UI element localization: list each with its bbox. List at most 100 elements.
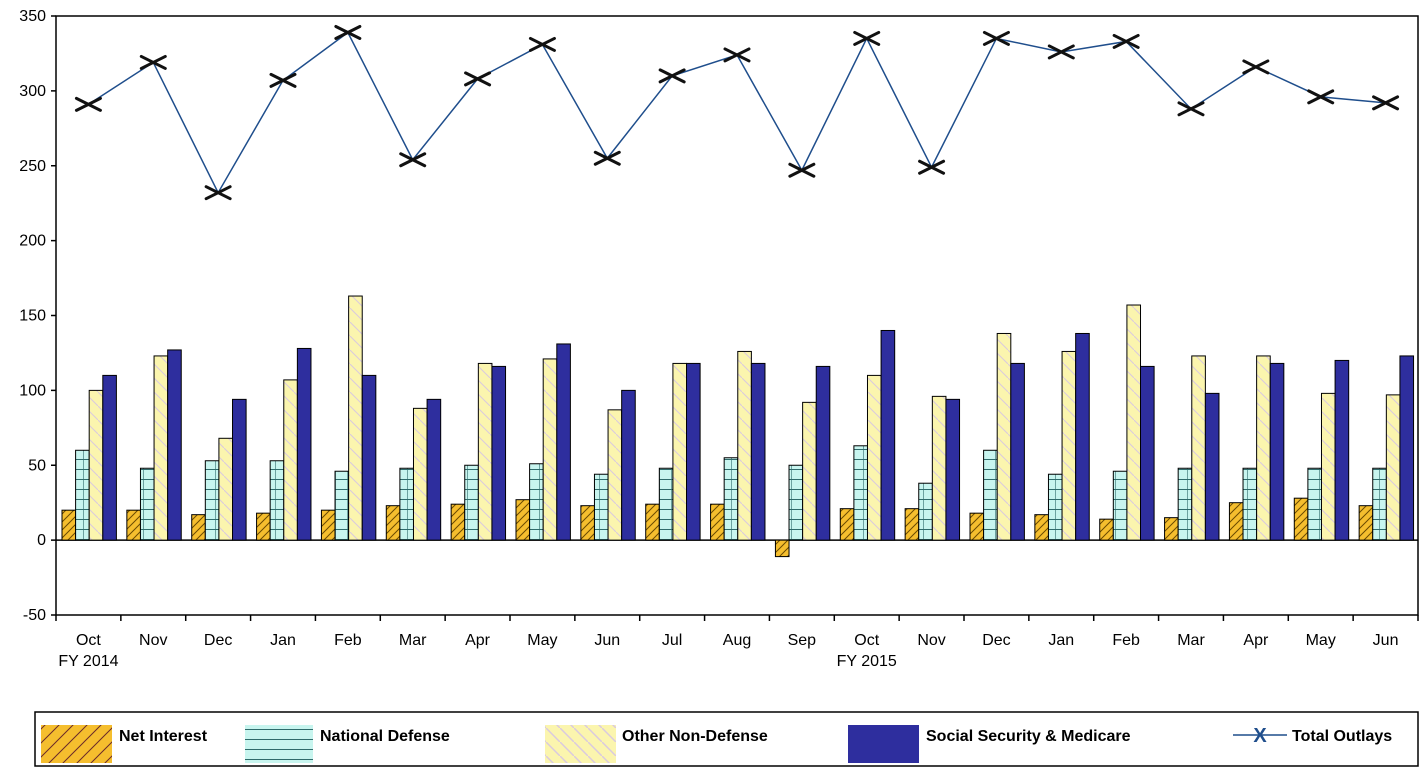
total-outlays-point — [139, 54, 167, 70]
bar-social-security-medicare — [556, 343, 571, 541]
total-outlays-point — [1047, 44, 1075, 60]
legend-label-national-defense: National Defense — [320, 728, 450, 745]
legend-swatch-national-defense — [245, 725, 313, 763]
bar-social-security-medicare — [750, 362, 766, 541]
legend-swatch-social-security-medicare — [848, 725, 919, 763]
total-outlays-point — [1242, 59, 1270, 75]
bar-net-interest — [450, 503, 466, 541]
bar-other-non-defense — [1385, 394, 1401, 541]
total-outlays-point — [528, 36, 556, 52]
y-tick-label: -50 — [23, 607, 46, 624]
bar-national-defense — [918, 482, 933, 541]
total-outlays-point — [399, 152, 427, 168]
bar-net-interest — [126, 509, 141, 541]
x-tick-label: Oct — [76, 632, 101, 649]
bar-social-security-medicare — [945, 398, 961, 541]
x-tick-label: Aug — [723, 632, 751, 649]
bar-net-interest — [839, 508, 855, 541]
x-tick-label: Apr — [465, 632, 491, 649]
bar-social-security-medicare — [1334, 359, 1350, 541]
total-outlays-point — [658, 68, 686, 84]
bar-net-interest — [191, 514, 206, 541]
x-year-label: FY 2014 — [58, 653, 118, 670]
legend-swatch-net-interest — [41, 725, 112, 763]
x-tick-label: Dec — [982, 632, 1010, 649]
bar-net-interest — [515, 499, 531, 541]
bar-national-defense — [593, 473, 609, 541]
bar-national-defense — [1047, 473, 1063, 541]
legend-swatch-other-non-defense — [545, 725, 616, 763]
bar-net-interest — [256, 512, 271, 541]
bar-national-defense — [464, 464, 479, 541]
bar-social-security-medicare — [1399, 355, 1415, 541]
bar-net-interest — [1293, 497, 1309, 541]
total-outlays-point — [723, 47, 751, 63]
y-tick-label: 50 — [28, 457, 46, 474]
bar-national-defense — [1177, 467, 1193, 541]
bar-social-security-medicare — [167, 349, 182, 541]
y-tick-label: 200 — [19, 233, 46, 250]
bar-social-security-medicare — [686, 362, 701, 541]
bar-national-defense — [529, 463, 544, 541]
bar-net-interest — [1358, 505, 1374, 541]
x-tick-label: Apr — [1243, 632, 1269, 649]
y-tick-label: 150 — [19, 308, 46, 325]
x-tick-label: May — [527, 632, 557, 649]
x-tick-label: Feb — [334, 632, 362, 649]
x-axis-labels: Oct Nov Dec Jan Feb Mar Apr May Jun Jul Aug Sep Oct N… — [58, 632, 1398, 670]
bar-social-security-medicare — [361, 374, 377, 541]
bar-national-defense — [269, 460, 285, 541]
bar-net-interest — [385, 505, 401, 541]
bar-other-non-defense — [931, 395, 947, 541]
bar-other-non-defense — [607, 409, 623, 541]
bar-national-defense — [1372, 467, 1387, 541]
total-outlays-point — [74, 96, 102, 112]
x-tick-label: Sep — [788, 632, 817, 649]
bar-other-non-defense — [1320, 392, 1336, 541]
bar-social-security-medicare — [1269, 362, 1285, 541]
x-tick-label: Mar — [399, 632, 427, 649]
bar-other-non-defense — [1191, 355, 1206, 541]
bar-social-security-medicare — [426, 398, 442, 541]
bar-other-non-defense — [1256, 355, 1271, 541]
bar-other-non-defense — [672, 362, 688, 541]
y-tick-label: 250 — [19, 158, 46, 175]
bar-social-security-medicare — [1010, 362, 1025, 541]
bar-national-defense — [139, 467, 155, 541]
x-year-label: FY 2015 — [837, 653, 897, 670]
bar-net-interest — [645, 503, 660, 541]
bar-social-security-medicare — [102, 374, 117, 541]
bar-national-defense — [788, 464, 804, 541]
bar-national-defense — [983, 449, 998, 541]
legend: Net Interest National Defense Other Non-… — [34, 711, 1419, 767]
bar-other-non-defense — [88, 389, 104, 541]
bar-other-non-defense — [1061, 350, 1077, 541]
bar-national-defense — [204, 460, 220, 541]
bar-social-security-medicare — [621, 389, 636, 541]
total-outlays-point — [204, 185, 232, 201]
x-tick-label: Jun — [594, 632, 620, 649]
bar-net-interest — [61, 509, 77, 541]
y-tick-label: 0 — [37, 532, 46, 549]
x-tick-label: Mar — [1177, 632, 1205, 649]
x-tick-label: Jan — [1048, 632, 1074, 649]
total-outlays-point — [269, 72, 297, 88]
x-tick-label: Nov — [139, 632, 167, 649]
y-tick-label: 300 — [19, 83, 46, 100]
bar-other-non-defense — [412, 407, 428, 541]
bar-national-defense — [853, 445, 868, 541]
bar-net-interest — [1034, 514, 1049, 541]
total-outlays-point — [853, 30, 881, 46]
bar-other-non-defense — [542, 358, 558, 541]
bar-national-defense — [399, 467, 414, 541]
bar-social-security-medicare — [1075, 332, 1090, 541]
bar-other-non-defense — [996, 332, 1012, 541]
bar-national-defense — [75, 449, 90, 541]
legend-label-social-security-medicare: Social Security & Medicare — [926, 728, 1131, 745]
bar-other-non-defense — [737, 350, 752, 541]
total-outlays-point — [1372, 95, 1400, 111]
x-tick-label: Feb — [1112, 632, 1140, 649]
bar-other-non-defense — [866, 374, 882, 541]
bar-national-defense — [1307, 467, 1322, 541]
